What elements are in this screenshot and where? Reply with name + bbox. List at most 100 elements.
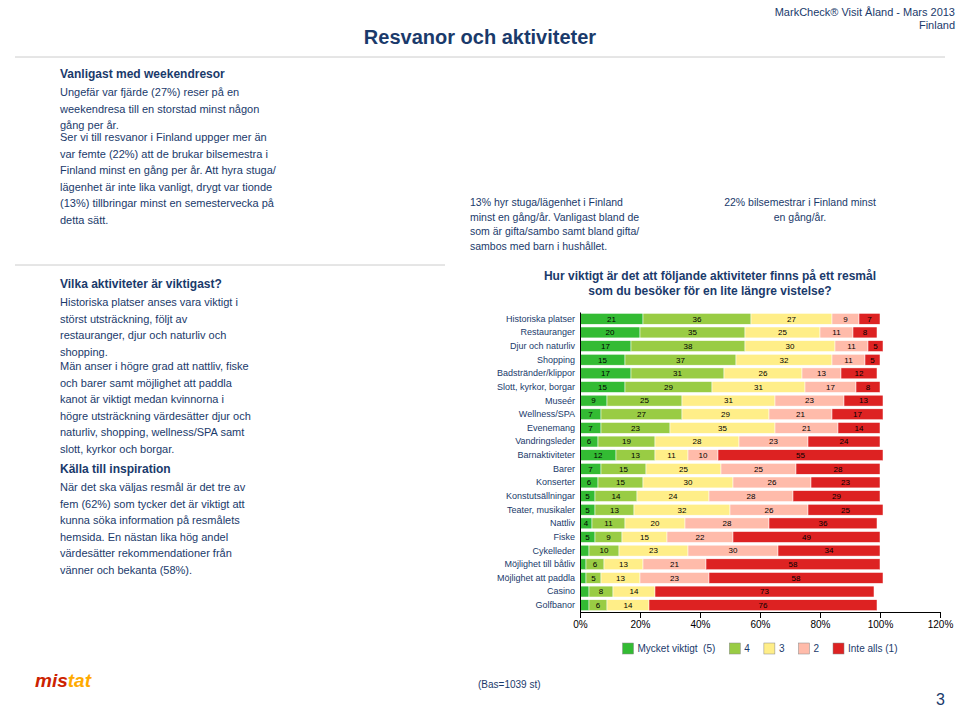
header-right-line: MarkCheck® Visit Åland - Mars 2013 [775,6,955,18]
data-label: 23 [841,478,850,487]
data-label: 25 [640,396,649,405]
data-label: 30 [786,342,795,351]
bar-segment [856,382,880,393]
bar-segment [775,395,844,406]
x-tick-label: 120% [928,619,954,630]
data-label: 55 [796,451,805,460]
bar-segment [835,341,868,352]
legend-item: Inte alls (1) [833,643,897,654]
data-label: 12 [855,369,864,378]
bar-segment [649,600,877,611]
y-tick: Evenemang [527,423,580,433]
data-label: 29 [832,492,841,501]
y-tick-label: Slott, kyrkor, borgar [497,382,575,392]
caption: 22% bilsemestrar i Finland minsten gång/… [724,196,876,223]
bar-segment [580,436,598,447]
x-tick: 120% [928,612,954,630]
data-label: 15 [619,465,628,474]
bar-segment [865,354,880,365]
bar-segment [688,450,718,461]
legend-label: 3 [779,643,785,654]
y-tick: Museér [545,396,580,406]
bar-segment [724,368,802,379]
bar-segment [607,600,649,611]
body-text-line: slott, kyrkor och borgar. [60,443,174,455]
y-tick-label: Historiska platser [506,314,575,324]
bar-segment [580,491,595,502]
bar-segment [796,463,880,474]
data-label: 35 [688,328,697,337]
body-text-line: restauranger, djur och naturliv och [60,329,226,341]
data-label: 36 [819,519,828,528]
y-tick-label: Restauranger [520,327,575,337]
body-text-line: detta sätt. [60,214,108,226]
y-tick: Nattliv [550,518,580,528]
y-tick: Barer [553,464,580,474]
bar-segment [625,354,736,365]
page-number: 3 [936,691,945,708]
x-tick: 60% [750,612,770,630]
data-label: 23 [649,546,658,555]
bar-segment [586,572,601,583]
y-tick: Historiska platser [506,314,580,324]
data-labels: 2120171517159776127655453635383731292527… [584,315,879,610]
x-tick-mark [820,612,821,618]
caption-line: en gång/år. [774,211,827,223]
data-label: 73 [760,587,769,596]
data-label: 5 [591,574,596,583]
body-text: Ser vi till resvanor i Finland uppger me… [60,131,277,226]
data-label: 8 [599,587,604,596]
data-label: 58 [792,574,801,583]
bar-segment [619,545,688,556]
data-label: 7 [588,465,593,474]
bar-segment [778,545,880,556]
body-text-line: naturliv, shopping, wellness/SPA samt [60,426,244,438]
data-label: 31 [724,396,733,405]
data-label: 10 [600,546,609,555]
bar-segment [832,313,859,324]
body-text-line: Ser vi till resvanor i Finland uppger me… [60,131,267,143]
data-label: 23 [805,396,814,405]
x-tick-mark [760,612,761,618]
chart-title: Hur viktigt är det att följande aktivite… [544,269,876,298]
x-tick: 40% [690,612,710,630]
bar-segment [688,545,778,556]
legend-item: 3 [764,643,785,654]
body-text: Historiska platser anses vara viktigt is… [60,296,238,358]
bar-segment [733,532,880,543]
bar-segment [634,504,730,515]
y-tick: Barnaktiviteter [517,450,580,460]
y-axis: Historiska platser Restauranger Djur och n… [497,313,581,613]
section-title-line: Vilka aktiviteter är viktigast? [60,277,222,291]
chart-title-line: som du besöker för en lite längre vistel… [588,284,831,298]
bar-segment [751,313,832,324]
y-tick: Slott, kyrkor, borgar [497,382,580,392]
x-tick-mark [940,612,941,618]
bar-segment [589,586,613,597]
legend: Mycket viktigt (5)432Inte alls (1) [623,643,898,654]
bar-segment [745,341,835,352]
bar-segment [721,463,796,474]
data-label: 35 [718,424,727,433]
data-label: 25 [778,328,787,337]
logo: mis [35,670,68,691]
data-label: 5 [585,506,590,515]
bar-segment [685,518,769,529]
data-label: 31 [673,369,682,378]
bar-segment [682,395,775,406]
data-label: 15 [640,533,649,542]
bar-segment [601,463,646,474]
bar-segment [853,327,877,338]
bar-segment [655,450,688,461]
data-label: 14 [630,587,639,596]
data-label: 11 [604,519,613,528]
data-label: 5 [873,342,878,351]
data-label: 30 [729,546,738,555]
body-text-line: vänner och bekanta (58%). [60,564,192,576]
y-tick-label: Djur och naturliv [510,341,576,351]
body-text-line: värdesätter rekommendationer från [60,547,232,559]
chart-title-line: Hur viktigt är det att följande aktivite… [544,269,876,283]
data-label: 14 [612,492,621,501]
bar-segment [775,422,838,433]
x-tick-label: 0% [573,619,588,630]
